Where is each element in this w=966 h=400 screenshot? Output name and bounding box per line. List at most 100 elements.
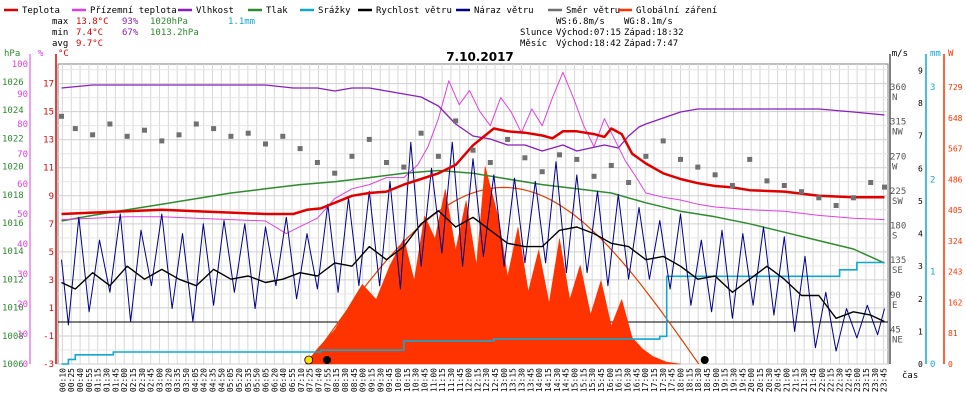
dir-card-label: NW [892, 128, 903, 138]
wind-direction-point [799, 189, 804, 195]
wind-direction-point [557, 152, 562, 158]
degc-tick-label: 13 [43, 136, 54, 146]
x-tick-label: 05:50 [253, 368, 262, 392]
x-tick-label: 09:45 [385, 368, 394, 392]
wind-direction-point [176, 132, 182, 138]
x-tick-label: 21:45 [809, 368, 818, 392]
x-tick-label: 11:00 [429, 368, 438, 392]
hpa-tick-label: 1018 [2, 191, 24, 201]
mm-axis-title: mm [930, 49, 941, 59]
mm-tick-label: 3 [930, 83, 935, 93]
wind-direction-point [643, 153, 649, 159]
degc-tick-label: 15 [43, 108, 54, 118]
pct-tick-label: 80 [17, 120, 28, 130]
x-tick-label: 20:30 [765, 368, 774, 392]
x-tick-label: 00:55 [85, 368, 94, 392]
mm-tick-label: 2 [930, 175, 935, 185]
wind-direction-point [418, 130, 424, 136]
x-tick-label: 13:45 [526, 368, 535, 392]
chart-title: 7.10.2017 [446, 50, 514, 64]
stat-min-temp: 7.4°C [76, 28, 103, 38]
wind-direction-point [349, 153, 355, 159]
degc-tick-label: 9 [49, 192, 54, 202]
x-tick-label: 01:15 [94, 368, 103, 392]
ms-tick-label: 5 [918, 197, 923, 206]
wind-direction-point [660, 138, 666, 144]
x-tick-label: 17:45 [668, 368, 677, 392]
stats-panel: max 13.8°C 93% 1020hPa 1.1mm min 7.4°C 6… [52, 17, 684, 49]
wind-direction-point [729, 183, 735, 188]
hpa-tick-label: 1008 [2, 332, 24, 342]
dir-tick-label: 45 [890, 325, 901, 335]
wind-direction-point [384, 160, 389, 165]
x-tick-label: 23:15 [862, 368, 871, 392]
x-tick-label: 07:10 [297, 368, 306, 392]
x-tick-label: 00:25 [67, 368, 76, 392]
x-tick-label: 19:15 [721, 368, 730, 392]
wind-direction-point [228, 133, 234, 139]
w-tick-label: 648 [948, 114, 963, 123]
solar-radiation-area [304, 166, 681, 365]
x-tick-label: 16:15 [615, 368, 624, 392]
wind-direction-point [124, 133, 130, 139]
wind-direction-point [297, 146, 303, 152]
x-tick-label: 22:45 [844, 368, 853, 392]
rain-line [61, 261, 885, 365]
x-tick-label: 08:30 [341, 368, 350, 392]
dir-tick-label: 135 [890, 256, 906, 266]
pct-axis-title: % [38, 49, 44, 59]
x-tick-label: 13:30 [518, 368, 527, 392]
x-tick-label: 05:05 [226, 368, 235, 392]
stat-min-label: min [52, 28, 68, 38]
axes: hPa% °C1026102410221020101810161014101210… [2, 49, 963, 392]
legend: Teplota Přízemní teplota Vlhkost Tlak Srážky… [4, 6, 717, 16]
mm-tick-label: 0 [930, 360, 935, 370]
x-tick-label: 19:00 [712, 368, 721, 392]
legend-label: Srážky [318, 6, 351, 16]
sun-label: Slunce [520, 28, 553, 38]
wind-direction-point [159, 138, 165, 144]
x-tick-label: 04:50 [217, 368, 226, 392]
x-tick-label: 02:45 [147, 368, 156, 392]
wind-direction-point [626, 180, 632, 185]
w-tick-label: 162 [948, 298, 963, 307]
x-tick-label: 10:00 [394, 368, 403, 392]
wind-direction-point [470, 147, 476, 153]
w-tick-label: 81 [948, 329, 958, 338]
w-tick-label: 243 [948, 268, 963, 277]
w-tick-label: 324 [948, 237, 963, 246]
x-tick-label: 03:00 [156, 368, 165, 392]
stat-max-rain: 1.1mm [228, 17, 255, 27]
x-tick-label: 10:30 [412, 368, 421, 392]
x-tick-label: 00:40 [76, 368, 85, 392]
x-tick-label: 14:15 [544, 368, 553, 392]
wind-direction-point [211, 126, 217, 132]
legend-label: Rychlost větru [376, 6, 452, 16]
moonset-marker [323, 356, 332, 364]
x-tick-label: 09:30 [376, 368, 385, 392]
wind-direction-point [314, 160, 320, 165]
wind-direction-point [608, 163, 614, 168]
x-tick-label: 21:15 [791, 368, 800, 392]
wind-direction-point [245, 130, 251, 136]
x-tick-label: 13:15 [509, 368, 518, 392]
x-tick-label: 04:05 [191, 368, 200, 392]
legend-label: Teplota [22, 6, 60, 16]
wind-direction-point [280, 133, 286, 139]
wind-direction-point [487, 160, 493, 165]
x-tick-label: 02:00 [120, 368, 129, 392]
degc-tick-label: 11 [43, 164, 54, 174]
x-axis-title: čas [902, 370, 918, 381]
wind-direction-point [142, 127, 147, 133]
wind-direction-point [366, 136, 372, 142]
stat-min-hum: 67% [122, 28, 139, 38]
dir-card-label: SE [892, 266, 903, 276]
hpa-tick-label: 1022 [2, 134, 24, 144]
x-tick-label: 16:00 [606, 368, 615, 392]
x-tick-label: 08:45 [350, 368, 359, 392]
hpa-tick-label: 1020 [2, 163, 24, 173]
ms-tick-label: 6 [918, 164, 923, 173]
humidity-line [61, 84, 885, 152]
x-tick-label: 16:45 [632, 368, 641, 392]
